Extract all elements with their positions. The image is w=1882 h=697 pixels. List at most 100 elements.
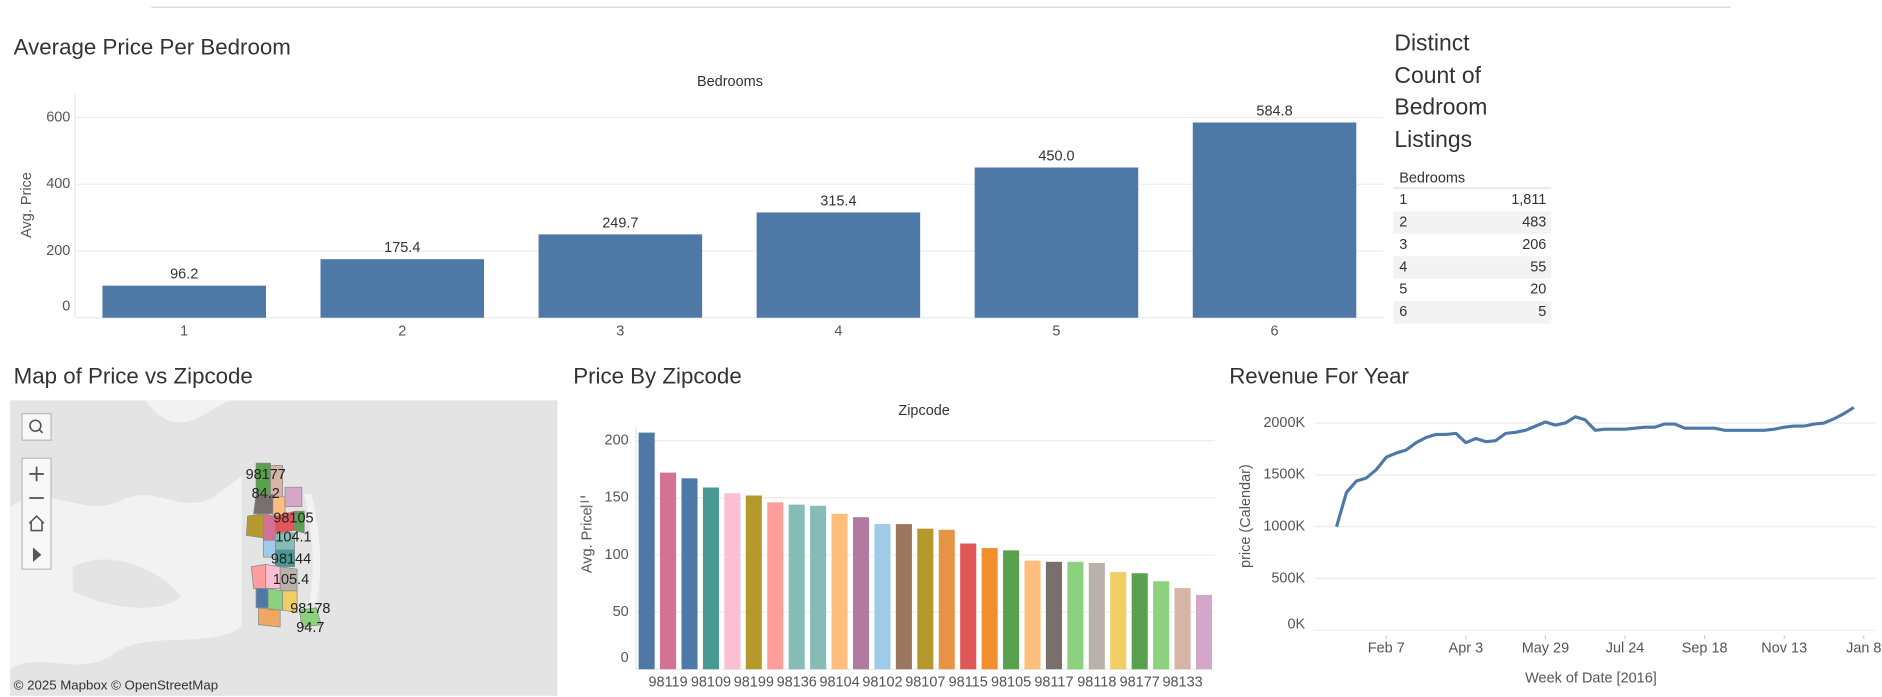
zip-area [282,590,298,614]
table-title-box: Distinct Count of Bedroom Listings [1394,31,1487,152]
bar [767,502,784,670]
table-cell: 483 [1522,214,1546,230]
zoom-in-button[interactable] [29,466,44,482]
table-cell: 5 [1399,282,1407,298]
row-band [1393,211,1552,234]
zip-area [267,588,283,611]
row-band [1393,301,1552,324]
map: 98177 84.2 98105 104.1 98144 105.4 98178 94.7 ©… [10,400,558,696]
y-tick-label: 100 [605,547,629,563]
map-label: 105.4 [273,572,309,588]
map-water [145,400,230,423]
data-label: 315.4 [820,193,856,209]
zip-area [299,607,322,628]
x-tick-label: 98119 [648,674,687,690]
x-tick-label: Jan 8 [1846,641,1881,657]
bar [756,212,921,318]
x-tick-label: 5 [1052,323,1060,339]
table-cell: 3 [1399,237,1407,253]
map-label: 94.7 [296,620,324,636]
bar [660,472,677,670]
bar [1153,581,1170,670]
x-tick-label: 98104 [819,674,859,690]
x-tick-label: Feb 7 [1368,641,1405,657]
sort-icon[interactable] [580,496,593,508]
x-tick-label: 98133 [1162,674,1202,690]
x-axis-title: Week of Date [2016] [1525,671,1657,687]
home-button[interactable] [28,515,45,532]
data-label: 249.7 [602,215,638,231]
zipcode-areas [246,462,322,628]
chart-title: Price By Zipcode [573,363,742,388]
chart-title: Revenue For Year [1229,363,1409,388]
table-cell: 5 [1538,304,1546,320]
map-attribution: © 2025 Mapbox © OpenStreetMap [14,678,218,693]
bar [702,487,719,670]
table-cell: 6 [1399,304,1407,320]
x-tick-label: 98136 [777,674,817,690]
table-cell: 206 [1522,237,1546,253]
x-tick-label: Nov 13 [1761,641,1807,657]
bar [974,167,1139,318]
map-label: 98177 [246,467,286,483]
y-tick-label: 600 [46,109,70,125]
column-header: Zipcode [898,403,949,419]
y-tick-label: 200 [46,243,70,259]
data-label: 584.8 [1256,103,1292,119]
play-button[interactable] [32,547,42,562]
y-tick-label: 50 [613,604,629,620]
bar [1088,562,1105,670]
x-tick-label: 6 [1271,323,1279,339]
y-tick-label: 0 [621,650,629,666]
x-tick-label: 3 [616,323,624,339]
bar [938,529,955,670]
bar [895,524,912,670]
data-label: 96.2 [170,267,198,283]
table-cell: 55 [1530,259,1546,275]
x-tick-label: Jul 24 [1606,641,1645,657]
x-tick-label: Sep 18 [1682,641,1728,657]
x-tick-label: 98107 [905,674,945,690]
x-tick-label: 98105 [991,674,1031,690]
bar [1131,573,1148,670]
y-tick-label: 400 [46,176,70,192]
y-tick-label: 200 [605,432,629,448]
y-tick-label: 0K [1287,616,1305,632]
zip-area [250,563,267,589]
y-tick-label: 150 [605,490,629,506]
x-tick-label: 98115 [949,674,988,690]
bar [788,504,805,670]
y-tick-label: 500K [1271,570,1305,586]
bar [831,513,848,670]
bar [852,517,870,670]
search-icon [38,428,44,434]
x-tick-label: 1 [180,323,188,339]
y-axis-title: Avg. Price [19,172,35,238]
x-tick-label: 98199 [734,674,774,690]
table-cell: 2 [1399,214,1407,230]
bar [1045,561,1062,670]
zip-area [284,486,303,507]
x-tick-label: May 29 [1522,641,1569,657]
map-label: 98144 [271,551,311,567]
bar [960,543,977,670]
x-tick-label: 98118 [1077,674,1116,690]
bar [1192,122,1357,318]
y-tick-label: 1000K [1263,518,1305,534]
y-tick-label: 2000K [1263,415,1305,431]
bar [810,505,827,670]
y-axis-title: price (Calendar) [1238,464,1254,568]
bar [638,432,655,670]
bar [102,285,266,318]
bar [1174,588,1191,670]
table-cell: 1 [1399,192,1407,208]
bar [1003,550,1020,670]
bar [1195,594,1213,670]
table-cell: 4 [1399,259,1407,275]
bar [745,495,762,670]
y-tick-label: 0 [62,299,70,315]
bar [1024,560,1041,670]
search-button[interactable] [21,413,52,441]
